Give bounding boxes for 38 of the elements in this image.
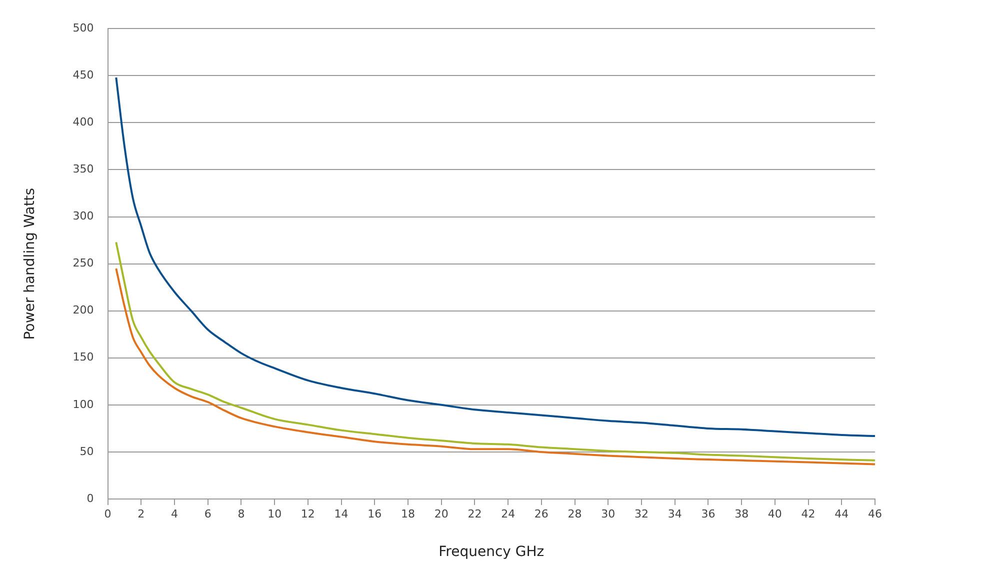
x-tick-label: 46 bbox=[868, 507, 882, 520]
y-tick-label: 350 bbox=[72, 162, 94, 176]
x-tick-label: 44 bbox=[834, 507, 849, 520]
x-tick-label: 24 bbox=[501, 507, 516, 520]
x-tick-label: 10 bbox=[268, 507, 282, 520]
y-tick-label: 150 bbox=[72, 350, 94, 364]
y-tick-label: 250 bbox=[72, 256, 94, 270]
x-tick-label: 38 bbox=[734, 507, 749, 520]
x-tick-label: 14 bbox=[334, 507, 348, 520]
line-series bbox=[115, 76, 875, 437]
x-tick-label: 26 bbox=[534, 507, 548, 520]
x-tick-label: 18 bbox=[401, 507, 416, 520]
y-tick-label: 300 bbox=[72, 210, 94, 223]
x-tick-label: 0 bbox=[104, 507, 112, 520]
x-tick-label: 4 bbox=[171, 507, 178, 520]
x-tick-label: 34 bbox=[668, 507, 682, 520]
y-tick-label: 100 bbox=[72, 398, 94, 411]
y-tick-label: 200 bbox=[72, 304, 94, 317]
y-tick-label: 500 bbox=[72, 21, 94, 34]
y-tick-label: 0 bbox=[86, 492, 94, 505]
x-tick-label: 36 bbox=[701, 507, 716, 520]
x-axis-title: Frequency GHz bbox=[438, 544, 544, 560]
x-tick-label: 6 bbox=[204, 507, 212, 520]
x-tick-label: 28 bbox=[568, 507, 582, 520]
x-tick-label: 40 bbox=[768, 507, 782, 520]
x-tick-label: 12 bbox=[300, 507, 315, 520]
y-tick-label: 450 bbox=[72, 68, 94, 82]
x-tick-label: 8 bbox=[238, 507, 245, 520]
x-tick-label: 22 bbox=[468, 507, 482, 520]
y-tick-label: 400 bbox=[72, 116, 94, 129]
x-tick-label: 32 bbox=[634, 507, 649, 520]
x-tick-label: 16 bbox=[368, 507, 382, 520]
x-tick-label: 30 bbox=[601, 507, 616, 520]
x-tick-label: 2 bbox=[138, 507, 145, 520]
x-tick-label: 20 bbox=[434, 507, 448, 520]
x-tick-label: 42 bbox=[801, 507, 816, 520]
y-axis-title: Power handling Watts bbox=[22, 188, 38, 340]
y-tick-label: 50 bbox=[80, 444, 94, 458]
